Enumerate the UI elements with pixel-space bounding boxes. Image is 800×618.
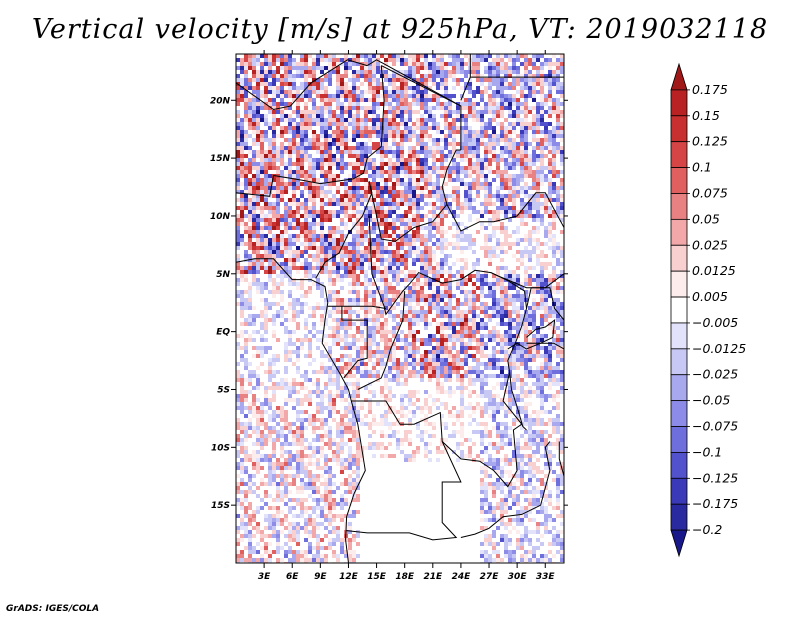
colorbar-swatch bbox=[670, 426, 688, 453]
x-tick-label: 27E bbox=[480, 572, 500, 582]
country-border bbox=[509, 372, 527, 431]
country-border bbox=[446, 192, 564, 232]
x-tick-label: 6E bbox=[286, 572, 299, 582]
colorbar-swatch bbox=[670, 477, 688, 505]
colorbar-label: 0.0125 bbox=[692, 263, 736, 278]
colorbar-label: 0.075 bbox=[692, 185, 728, 200]
y-tick-label: 10S bbox=[211, 443, 230, 453]
colorbar-swatch bbox=[670, 167, 688, 194]
country-border bbox=[460, 441, 551, 538]
country-border bbox=[236, 258, 366, 563]
colorbar-swatch bbox=[670, 218, 688, 246]
colorbar-swatch bbox=[670, 115, 688, 143]
colorbar-swatch bbox=[670, 452, 688, 479]
y-tick-label: 15S bbox=[211, 501, 230, 511]
colorbar-swatch bbox=[670, 322, 688, 350]
colorbar-swatch bbox=[670, 89, 688, 117]
country-border bbox=[490, 272, 564, 289]
chart-title: Vertical velocity [m/s] at 925hPa, VT: 2… bbox=[31, 14, 769, 45]
y-tick-label: 20N bbox=[210, 96, 231, 106]
x-tick-label: 24E bbox=[452, 572, 472, 582]
y-axis: 20N 15N 10N 5N EQ 5S 10S 15S bbox=[210, 96, 568, 511]
colorbar-label: −0.025 bbox=[692, 367, 738, 382]
software-credit: GrADS: IGES/COLA bbox=[6, 604, 100, 614]
colorbar-label: 0.05 bbox=[692, 211, 720, 226]
country-border bbox=[368, 149, 461, 242]
colorbar-label: −0.2 bbox=[692, 522, 722, 537]
x-tick-label: 21E bbox=[423, 572, 443, 582]
colorbar-label: 0.005 bbox=[692, 289, 728, 304]
y-tick-label: EQ bbox=[216, 328, 230, 338]
colorbar-label: −0.175 bbox=[692, 496, 738, 511]
x-axis: 3E 6E 9E 12E 15E 18E 21E 24E 27E 30E 33E bbox=[258, 50, 556, 582]
x-tick-label: 3E bbox=[258, 572, 271, 582]
x-tick-label: 18E bbox=[395, 572, 415, 582]
y-tick-label: 5N bbox=[216, 270, 230, 280]
x-tick-label: 30E bbox=[508, 572, 528, 582]
colorbar-swatch-min bbox=[670, 529, 688, 558]
y-tick-label: 15N bbox=[210, 154, 231, 164]
colorbar-label: −0.075 bbox=[692, 419, 738, 434]
country-border bbox=[366, 59, 462, 150]
country-border bbox=[351, 291, 528, 488]
country-border bbox=[558, 441, 564, 477]
y-tick-label: 5S bbox=[217, 385, 230, 395]
country-border bbox=[507, 319, 556, 350]
x-tick-label: 12E bbox=[339, 572, 359, 582]
map-frame bbox=[235, 53, 565, 564]
velocity-field bbox=[236, 54, 564, 563]
colorbar-swatch bbox=[670, 193, 688, 220]
country-border bbox=[381, 65, 462, 107]
colorbar: 0.175 0.15 0.125 0.1 0.075 0.05 0.025 0.0125 0.0… bbox=[670, 62, 746, 558]
colorbar-swatch-max bbox=[670, 62, 688, 91]
colorbar-swatch bbox=[670, 141, 688, 168]
colorbar-swatch bbox=[670, 296, 688, 324]
colorbar-label: 0.125 bbox=[692, 134, 728, 149]
x-tick-label: 33E bbox=[536, 572, 556, 582]
country-border bbox=[236, 59, 368, 111]
y-tick-label: 10N bbox=[210, 212, 231, 222]
country-border bbox=[236, 172, 364, 197]
country-border bbox=[341, 306, 368, 379]
colorbar-label: −0.1 bbox=[692, 444, 722, 459]
colorbar-label: 0.1 bbox=[692, 160, 712, 175]
colorbar-label: 0.175 bbox=[692, 82, 728, 97]
colorbar-swatch bbox=[670, 374, 688, 402]
country-borders bbox=[236, 54, 564, 563]
country-border bbox=[526, 287, 564, 321]
x-tick-label: 9E bbox=[314, 572, 327, 582]
colorbar-swatch bbox=[670, 348, 688, 376]
country-border bbox=[327, 305, 386, 309]
colorbar-label: −0.125 bbox=[692, 470, 738, 485]
country-border bbox=[526, 342, 564, 350]
colorbar-label: 0.15 bbox=[692, 108, 720, 123]
colorbar-label: −0.0125 bbox=[692, 341, 746, 356]
colorbar-label: 0.025 bbox=[692, 237, 728, 252]
country-border bbox=[357, 291, 406, 390]
colorbar-swatch bbox=[670, 270, 688, 298]
country-border bbox=[346, 441, 462, 541]
colorbar-swatch bbox=[670, 244, 688, 272]
colorbar-swatch bbox=[670, 503, 688, 531]
country-border bbox=[363, 65, 385, 174]
colorbar-swatch bbox=[670, 400, 688, 427]
colorbar-label: −0.005 bbox=[692, 315, 738, 330]
x-tick-label: 15E bbox=[367, 572, 387, 582]
colorbar-label: −0.05 bbox=[692, 393, 730, 408]
